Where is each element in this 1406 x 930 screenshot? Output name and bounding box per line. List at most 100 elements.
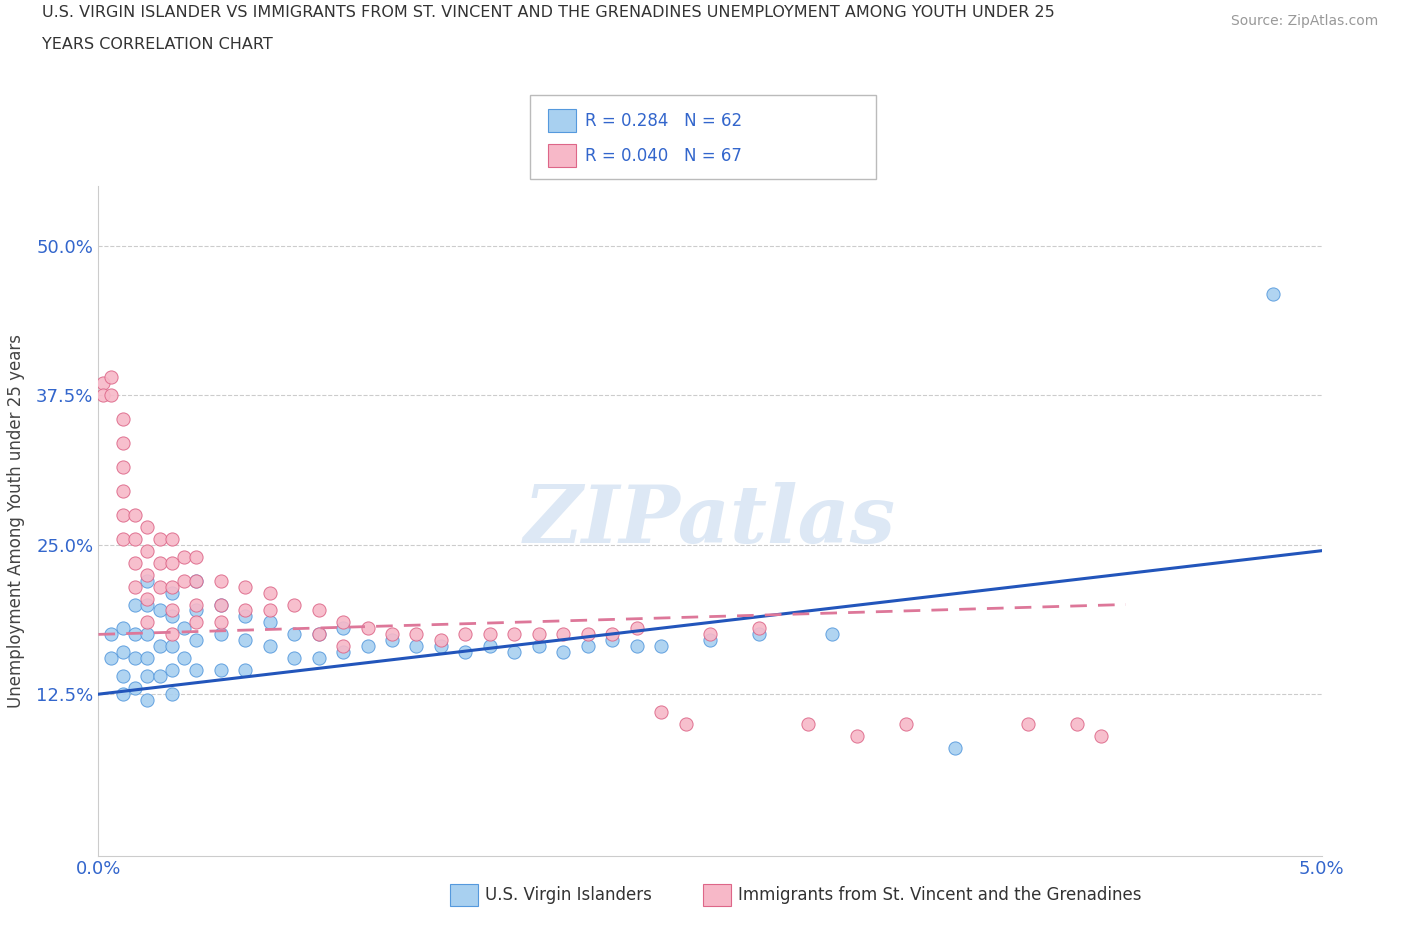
Point [209,663,232,678]
Point [136,543,159,558]
Point [186,597,208,612]
Point [91,388,114,403]
Point [600,633,623,648]
Y-axis label: Unemployment Among Youth under 25 years: Unemployment Among Youth under 25 years [7,334,25,708]
Point [160,531,183,546]
Point [1066,717,1088,732]
Point [650,705,672,720]
Text: YEARS CORRELATION CHART: YEARS CORRELATION CHART [42,37,273,52]
Point [124,531,146,546]
Point [136,519,159,534]
Point [576,639,599,654]
Point [259,639,281,654]
Point [308,627,330,642]
Point [308,627,330,642]
Point [136,597,159,612]
Text: Immigrants from St. Vincent and the Grenadines: Immigrants from St. Vincent and the Gren… [738,885,1142,904]
Point [626,621,648,636]
Point [124,651,146,666]
Point [124,597,146,612]
Point [111,484,134,498]
Point [111,531,134,546]
Point [209,597,232,612]
Point [111,686,134,701]
Point [111,435,134,450]
Point [173,621,195,636]
Point [136,615,159,630]
Point [797,717,820,732]
Point [748,621,770,636]
Point [160,555,183,570]
Point [478,627,501,642]
Point [124,508,146,523]
Point [149,555,172,570]
Point [160,663,183,678]
Point [553,627,575,642]
Point [160,609,183,624]
Text: R = 0.040   N = 67: R = 0.040 N = 67 [585,147,742,166]
Point [124,555,146,570]
Point [503,644,526,659]
Point [527,627,550,642]
Point [626,639,648,654]
Point [173,651,195,666]
Point [100,370,122,385]
Point [527,639,550,654]
Point [209,627,232,642]
Point [283,597,305,612]
Text: U.S. Virgin Islanders: U.S. Virgin Islanders [485,885,652,904]
Point [186,573,208,588]
Text: ZIPatlas: ZIPatlas [524,482,896,560]
Point [111,412,134,427]
Point [1261,286,1284,301]
Point [111,644,134,659]
Point [160,585,183,600]
Point [308,603,330,618]
Point [124,681,146,696]
Point [136,627,159,642]
Point [124,579,146,594]
Point [233,633,256,648]
Point [356,621,378,636]
Point [748,627,770,642]
Point [1017,717,1039,732]
Point [186,603,208,618]
Point [233,579,256,594]
Point [430,639,453,654]
Point [149,639,172,654]
Point [160,579,183,594]
Point [186,573,208,588]
Point [111,621,134,636]
Point [478,639,501,654]
Point [283,651,305,666]
Point [454,627,477,642]
Point [111,459,134,474]
Text: R = 0.284   N = 62: R = 0.284 N = 62 [585,112,742,130]
Point [124,627,146,642]
Point [332,639,354,654]
Point [233,663,256,678]
Point [332,621,354,636]
Point [186,615,208,630]
Point [186,633,208,648]
Point [149,669,172,684]
Point [553,644,575,659]
Point [100,651,122,666]
Point [332,644,354,659]
Point [209,573,232,588]
Point [91,376,114,391]
Point [454,644,477,659]
Point [136,651,159,666]
Point [173,550,195,565]
Point [675,717,697,732]
Point [600,627,623,642]
Point [332,615,354,630]
Point [173,573,195,588]
Text: Source: ZipAtlas.com: Source: ZipAtlas.com [1230,14,1378,28]
Point [381,633,404,648]
Point [186,550,208,565]
Point [821,627,844,642]
Point [209,597,232,612]
Point [259,615,281,630]
Text: U.S. VIRGIN ISLANDER VS IMMIGRANTS FROM ST. VINCENT AND THE GRENADINES UNEMPLOYM: U.S. VIRGIN ISLANDER VS IMMIGRANTS FROM … [42,5,1054,20]
